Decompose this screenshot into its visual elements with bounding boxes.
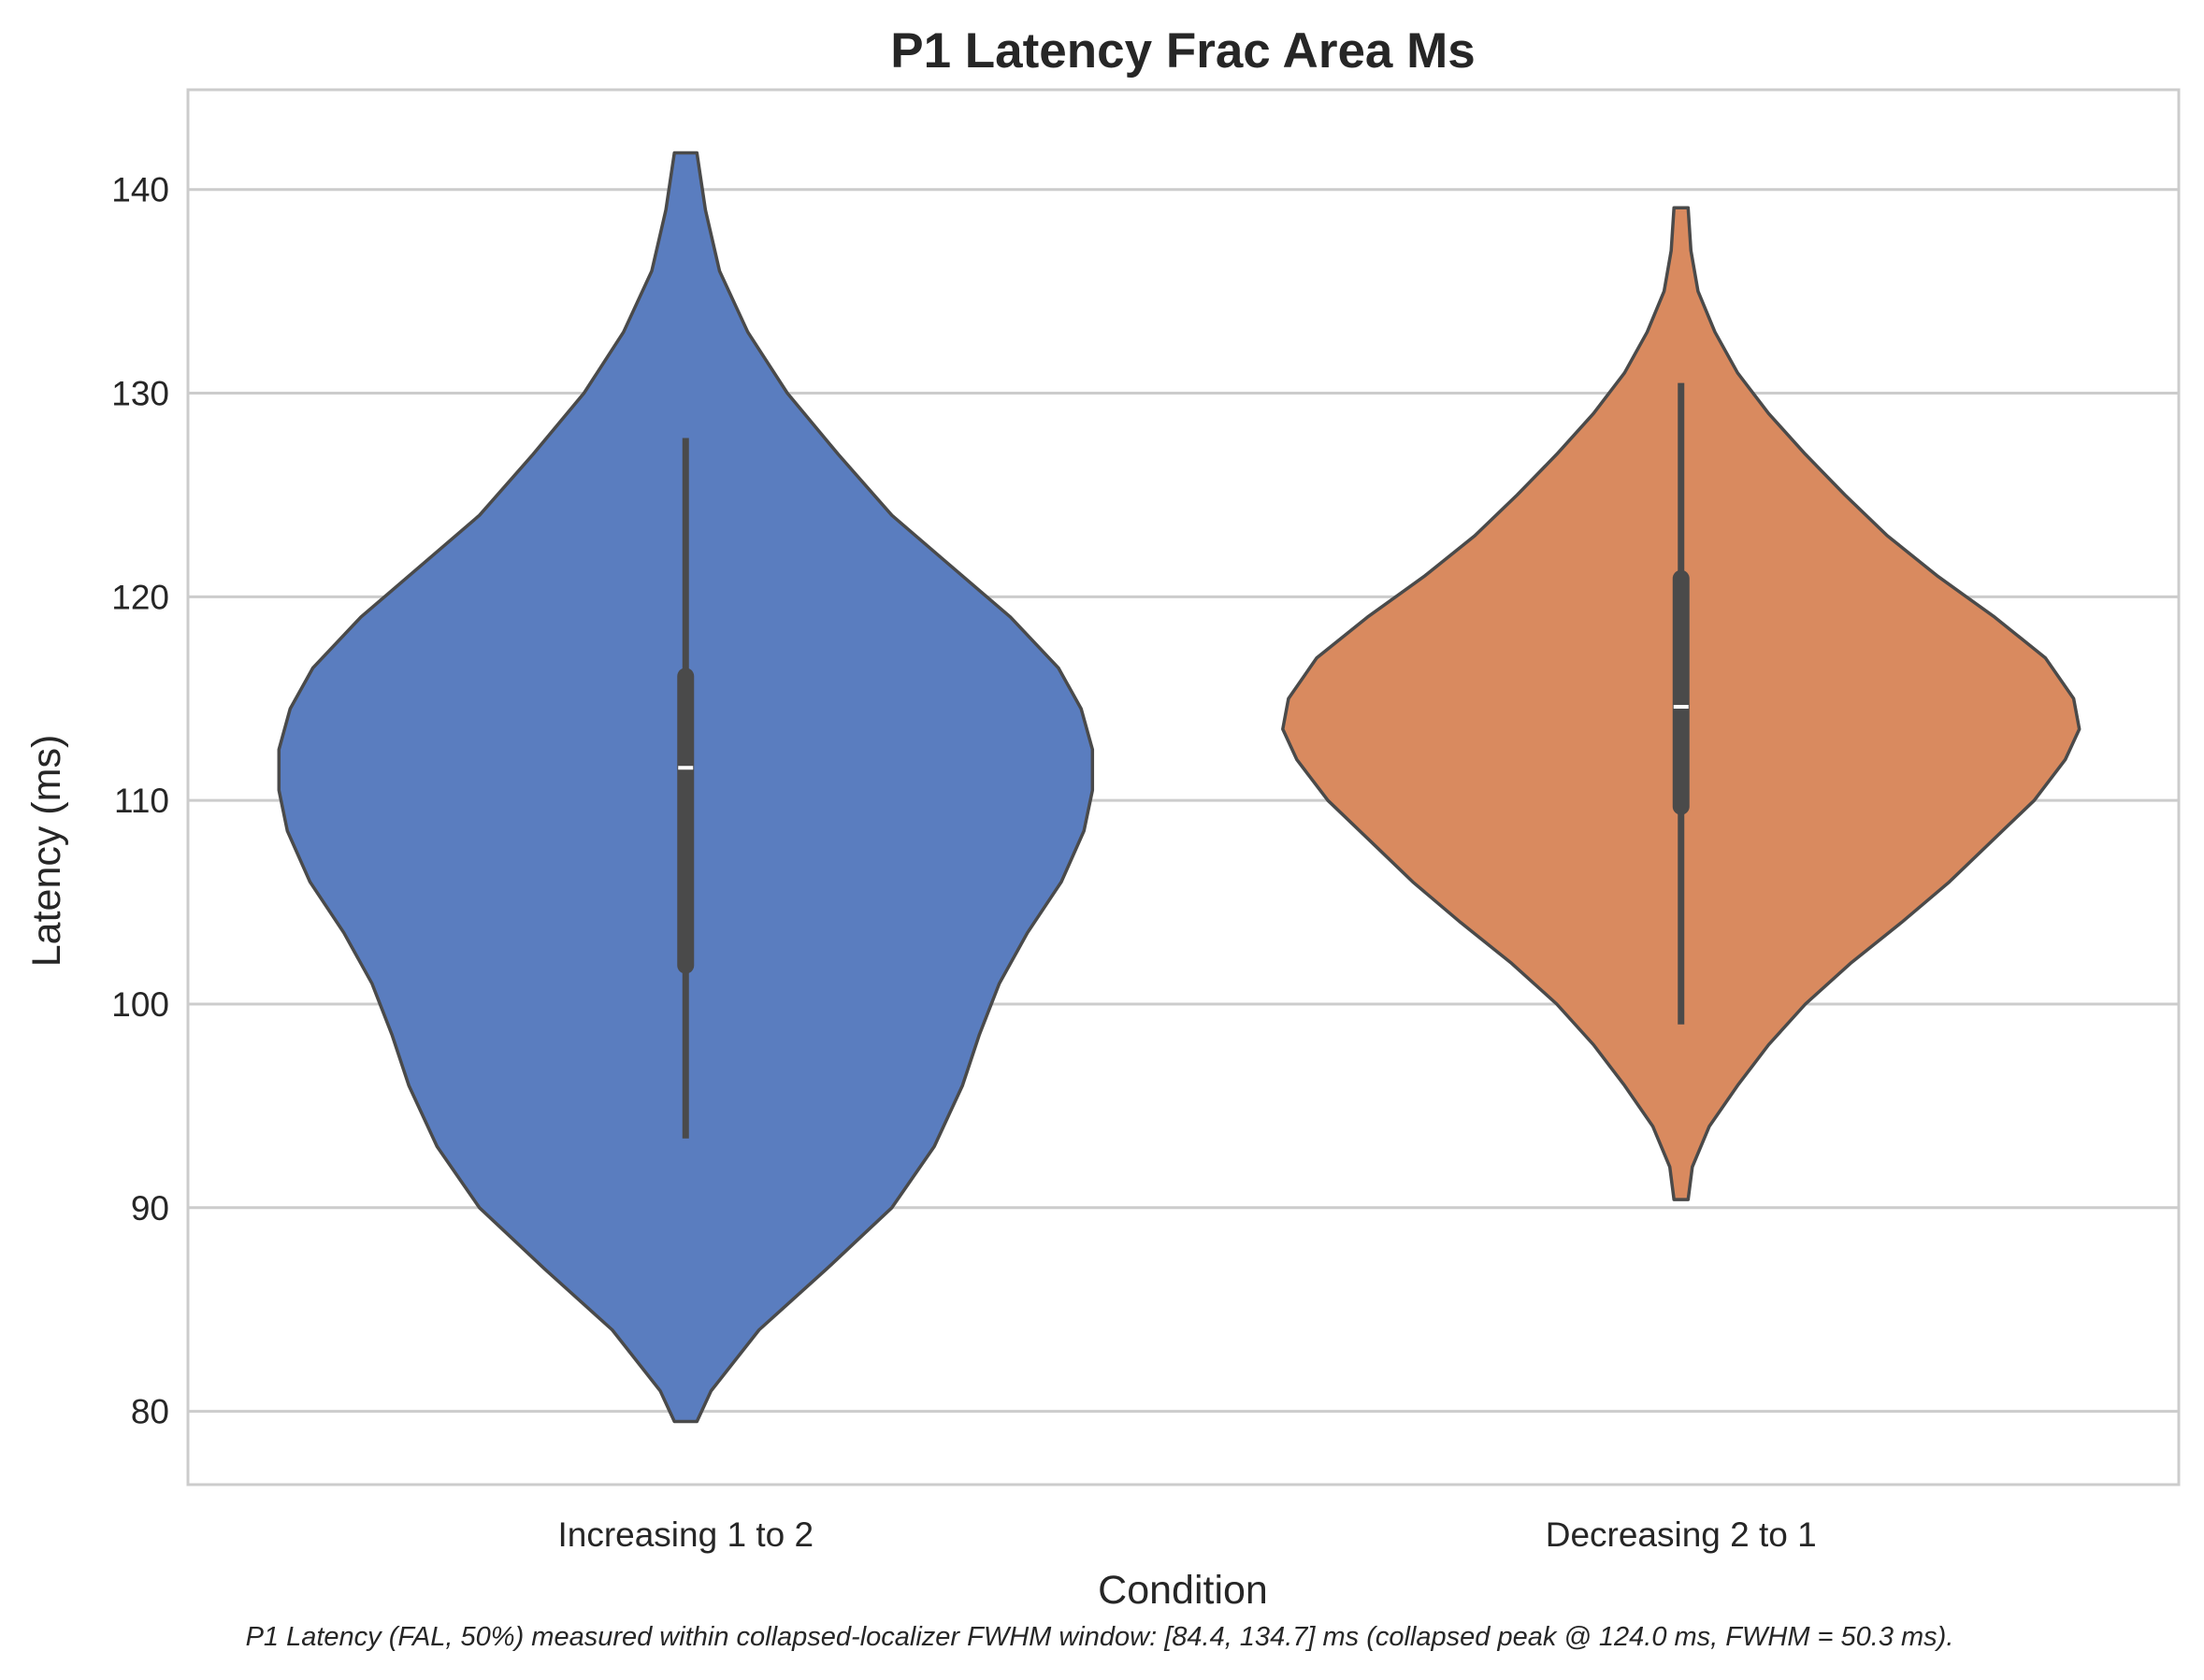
plot-frame	[186, 88, 2181, 1486]
y-tick-label-80: 80	[131, 1393, 169, 1431]
y-tick-labels: 80 90 100 110 120 130 140	[111, 171, 169, 1431]
y-axis-label: Latency (ms)	[24, 735, 69, 968]
caption: P1 Latency (FAL, 50%) measured within co…	[246, 1622, 1954, 1652]
y-tick-label-140: 140	[111, 171, 169, 209]
x-axis-label: Condition	[1098, 1568, 1268, 1613]
y-tick-label-130: 130	[111, 375, 169, 413]
x-tick-labels: Increasing 1 to 2 Decreasing 2 to 1	[557, 1515, 1816, 1554]
violin-group	[277, 151, 2082, 1424]
x-tick-label-2: Decreasing 2 to 1	[1546, 1515, 1817, 1554]
y-tick-label-90: 90	[131, 1189, 169, 1228]
chart-title: P1 Latency Frac Area Ms	[890, 23, 1476, 79]
x-tick-label-1: Increasing 1 to 2	[557, 1515, 814, 1554]
y-tick-label-100: 100	[111, 985, 169, 1024]
violin-2	[1281, 206, 2082, 1201]
y-tick-label-110: 110	[114, 782, 169, 820]
violin-1	[277, 151, 1095, 1424]
y-tick-label-120: 120	[111, 578, 169, 616]
